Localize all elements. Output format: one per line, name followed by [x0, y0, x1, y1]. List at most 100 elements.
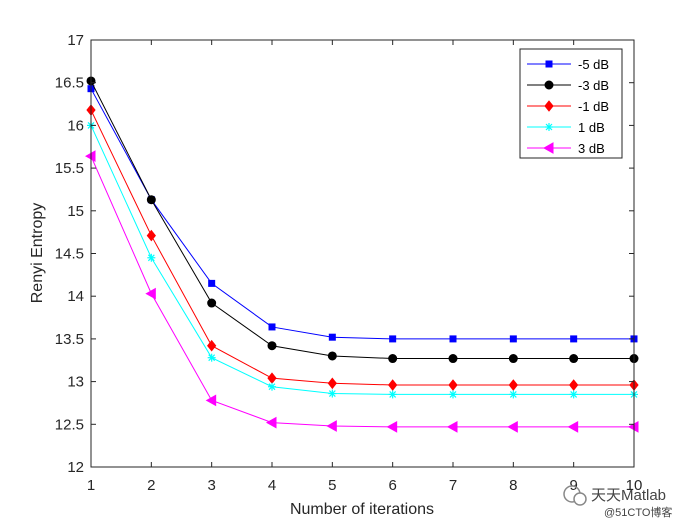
y-tick-label: 14	[67, 288, 84, 305]
series-minus1dB	[86, 104, 639, 391]
legend-swatch-marker	[545, 60, 553, 68]
data-point	[389, 335, 397, 343]
series-line	[90, 88, 634, 340]
series-line	[90, 155, 634, 428]
y-tick-label: 16	[67, 117, 84, 134]
data-point	[448, 379, 458, 391]
asterisk-stroke	[147, 254, 155, 262]
x-tick-label: 5	[328, 477, 336, 494]
axes-layer: 1 2 3 4 5 6 7 8 9 101212.51313.51414.51515.51616.…	[55, 32, 643, 494]
legend-item: -5 dB	[527, 57, 609, 72]
data-point	[267, 341, 277, 351]
y-tick-label: 12	[67, 459, 84, 476]
series-minus5dB	[87, 85, 638, 343]
data-point	[388, 354, 398, 364]
data-point	[569, 379, 579, 391]
x-tick-label: 2	[147, 477, 155, 494]
data-point	[446, 421, 458, 433]
asterisk-stroke	[449, 390, 457, 398]
data-point	[208, 279, 216, 287]
legend-label: 1 dB	[578, 120, 605, 135]
asterisk-stroke	[208, 354, 216, 362]
x-tick-label: 4	[268, 477, 276, 494]
watermark-subtitle: @51CTO博客	[604, 505, 672, 519]
legend-item: 1 dB	[527, 120, 605, 135]
legend-swatch-marker	[544, 80, 554, 90]
data-point	[328, 389, 337, 398]
data-point	[265, 416, 277, 429]
watermark: 天天Matlab @51CTO博客	[563, 485, 672, 519]
series-line	[90, 80, 634, 360]
wechat-icon	[563, 485, 587, 506]
y-tick-label: 14.5	[55, 246, 84, 263]
x-axis-label: Number of iterations	[290, 501, 434, 518]
legend-swatch-marker	[542, 142, 554, 154]
asterisk-stroke	[545, 123, 553, 131]
data-point	[146, 195, 156, 205]
series-line	[90, 109, 634, 386]
data-point	[386, 421, 398, 433]
x-tick-label: 3	[207, 477, 215, 494]
y-tick-label: 15	[67, 203, 84, 220]
x-tick-label: 10	[626, 477, 643, 494]
data-point	[205, 394, 217, 407]
watermark-title: 天天Matlab	[591, 487, 666, 504]
data-point	[207, 339, 217, 352]
y-tick-label: 12.5	[55, 416, 84, 433]
data-point	[569, 390, 578, 399]
series-layer	[84, 76, 639, 433]
y-tick-label: 13	[67, 374, 84, 391]
series-1dB	[87, 121, 638, 399]
asterisk-stroke	[268, 383, 276, 391]
legend-item: -1 dB	[527, 99, 609, 114]
asterisk-stroke	[570, 390, 578, 398]
y-axis-label: Renyi Entropy	[29, 203, 46, 304]
y-tick-label: 16.5	[55, 75, 84, 92]
data-point	[147, 253, 156, 262]
data-point	[509, 390, 518, 399]
data-point	[449, 335, 457, 343]
data-point	[388, 390, 397, 399]
x-tick-label: 1	[87, 477, 95, 494]
data-point	[569, 354, 579, 364]
data-point	[567, 421, 579, 433]
data-point	[146, 229, 156, 242]
data-point	[145, 287, 156, 300]
legend-item: -3 dB	[527, 78, 609, 93]
legend-item: 3 dB	[527, 141, 605, 156]
asterisk-stroke	[328, 390, 336, 397]
legend: -5 dB -3 dB -1 dB 1 dB 3 dB	[519, 48, 623, 159]
legend-label: -1 dB	[578, 99, 609, 114]
data-point	[326, 420, 337, 432]
x-tick-label: 8	[509, 477, 517, 494]
data-point	[327, 377, 337, 390]
series-line	[90, 125, 634, 395]
data-point	[570, 335, 578, 343]
data-point	[449, 390, 457, 399]
data-point	[207, 298, 217, 308]
asterisk-stroke	[509, 390, 517, 398]
legend-label: -3 dB	[578, 78, 609, 93]
legend-swatch-marker	[544, 100, 554, 112]
data-point	[509, 335, 517, 343]
data-point	[268, 323, 276, 331]
data-point	[388, 379, 398, 391]
data-point	[327, 351, 337, 361]
legend-box	[519, 48, 623, 159]
data-point	[507, 421, 518, 433]
x-tick-label: 7	[449, 477, 457, 494]
data-point	[508, 379, 518, 391]
data-point	[448, 354, 458, 364]
asterisk-stroke	[389, 390, 397, 398]
y-tick-label: 15.5	[55, 160, 84, 177]
y-tick-label: 17	[67, 32, 84, 49]
legend-items: -5 dB -3 dB -1 dB 1 dB 3 dB	[527, 57, 609, 156]
data-point	[207, 353, 216, 362]
data-point	[328, 333, 336, 341]
data-point	[508, 354, 518, 364]
data-point	[268, 382, 276, 391]
legend-label: 3 dB	[578, 141, 605, 156]
legend-swatch-marker	[545, 123, 553, 131]
y-tick-label: 13.5	[55, 331, 84, 348]
